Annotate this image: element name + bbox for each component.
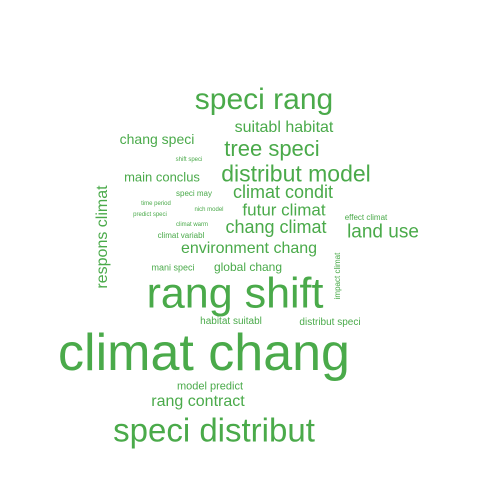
word-land-use: land use <box>347 221 419 243</box>
word-rang-contract: rang contract <box>151 393 245 410</box>
word-distribut-model: distribut model <box>221 160 371 187</box>
word-futur-climat: futur climat <box>242 200 326 220</box>
word-predict-speci: predict speci <box>133 212 167 218</box>
word-time-period: time period <box>141 201 171 207</box>
word-environment-chang: environment chang <box>180 240 318 257</box>
word-shift-speci: shift speci <box>175 157 203 163</box>
word-effect-climat: effect climat <box>344 213 388 222</box>
word-main-conclus: main conclus <box>124 169 200 185</box>
word-climat-chang: climat chang <box>58 324 350 382</box>
word-climat-condit: climat condit <box>232 182 334 202</box>
word-speci-may: speci may <box>175 189 213 198</box>
word-chang-climat: chang climat <box>225 217 327 237</box>
word-climat-variabl: climat variabl <box>157 231 205 240</box>
word-suitabl-habitat: suitabl habitat <box>234 119 334 136</box>
word-global-chang: global chang <box>213 260 283 274</box>
word-model-predict: model predict <box>176 380 244 393</box>
word-chang-speci: chang speci <box>119 131 195 147</box>
word-mani-speci: mani speci <box>151 262 195 273</box>
word-rang-shift: rang shift <box>146 269 324 318</box>
word-speci-distribut: speci distribut <box>113 411 315 449</box>
word-respons-climat: respons climat <box>94 185 111 289</box>
word-tree-speci: tree speci <box>224 136 320 161</box>
word-nich-model: nich model <box>194 207 224 213</box>
word-speci-rang: speci rang <box>194 83 334 116</box>
word-impact-climat: impact climat <box>333 252 342 300</box>
word-habitat-suitabl: habitat suitabl <box>200 316 262 327</box>
word-climat-warm: climat warm <box>175 222 209 228</box>
word-distribut-speci: distribut speci <box>299 317 361 328</box>
